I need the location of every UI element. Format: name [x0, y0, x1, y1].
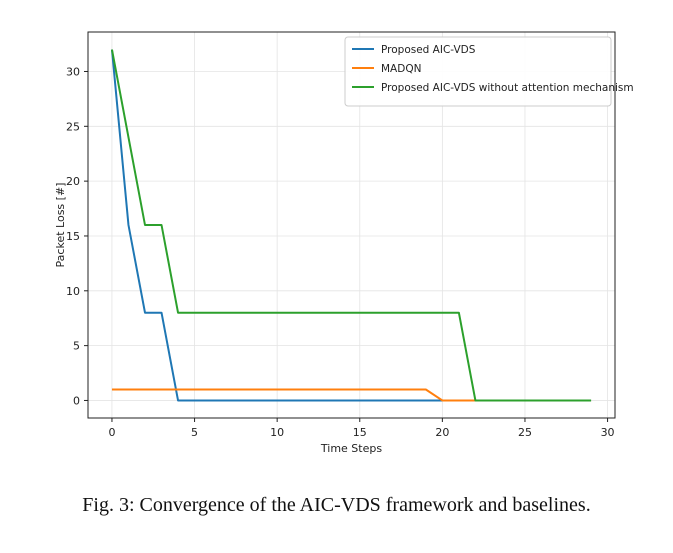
- y-tick-label: 15: [66, 230, 80, 243]
- x-tick-label: 20: [435, 426, 449, 439]
- legend: Proposed AIC-VDS MADQN Proposed AIC-VDS wi…: [344, 36, 634, 107]
- y-tick-label: 0: [73, 394, 80, 407]
- series-line-3: [110, 49, 592, 402]
- x-tick-label: 5: [191, 426, 198, 439]
- y-tick-label: 20: [66, 175, 80, 188]
- x-tick-label: 10: [270, 426, 284, 439]
- y-tick-label: 5: [73, 340, 80, 353]
- legend-label: MADQN: [381, 63, 421, 75]
- legend-label: Proposed AIC-VDS without attention mecha…: [381, 82, 634, 94]
- y-axis-label: Packet Loss [#]: [54, 183, 67, 268]
- y-tick-label: 30: [66, 65, 80, 78]
- x-tick-label: 30: [601, 426, 615, 439]
- x-tick-label: 25: [518, 426, 532, 439]
- x-tick-label: 15: [353, 426, 367, 439]
- series-line-2: [111, 388, 592, 402]
- figure-caption: Fig. 3: Convergence of the AIC-VDS frame…: [82, 494, 591, 516]
- legend-label: Proposed AIC-VDS: [381, 44, 476, 56]
- legend-box: [344, 36, 612, 107]
- x-axis-label: Time Steps: [320, 442, 382, 455]
- series-lines: [110, 49, 592, 402]
- plot-frame: [87, 31, 616, 419]
- y-tick-label: 25: [66, 120, 80, 133]
- axes: 0 5 10 15 20 25 30 0 5 10 15 20 25 30: [66, 65, 615, 439]
- x-tick-label: 0: [108, 426, 115, 439]
- y-tick-label: 10: [66, 285, 80, 298]
